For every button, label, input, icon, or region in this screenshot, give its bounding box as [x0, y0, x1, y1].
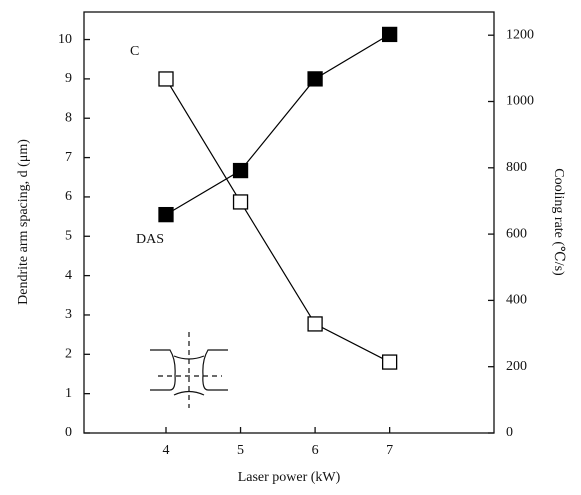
marker [307, 316, 323, 332]
series-label: C [130, 44, 139, 59]
x-tick-label: 4 [163, 443, 170, 458]
y-tick-label: 5 [65, 228, 72, 243]
y2-tick-label: 200 [506, 359, 527, 374]
marker [381, 354, 398, 370]
x-tick-label: 7 [386, 443, 393, 458]
x-tick-label: 5 [237, 443, 244, 458]
series-line [165, 78, 390, 363]
x-tick-label: 6 [312, 443, 319, 458]
series-label: DAS [136, 232, 164, 247]
marker [381, 26, 398, 43]
y-tick-label: 8 [65, 110, 72, 125]
marker [232, 162, 249, 179]
y-axis-label: Dendrite arm spacing, d (μm) [16, 139, 31, 305]
y-tick-label: 4 [65, 268, 72, 283]
plot-frame [83, 11, 495, 434]
y2-tick-label: 800 [506, 160, 527, 175]
y-tick-label: 1 [65, 386, 72, 401]
y-tick-label: 2 [65, 347, 72, 362]
y-tick-label: 7 [65, 150, 72, 165]
marker [158, 206, 174, 223]
marker [307, 71, 323, 87]
y2-tick-label: 600 [506, 226, 527, 241]
y-tick-label: 6 [65, 189, 72, 204]
y2-axis-label: Cooling rate (℃/s) [551, 168, 566, 276]
marker [158, 71, 174, 87]
y2-tick-label: 0 [506, 425, 513, 440]
y-tick-label: 3 [65, 307, 72, 322]
series-line [165, 33, 390, 216]
y2-tick-label: 1200 [506, 27, 534, 42]
y2-tick-label: 1000 [506, 94, 534, 109]
inset-diagram [150, 332, 228, 408]
x-axis-label: Laser power (kW) [238, 470, 341, 485]
y-tick-label: 10 [58, 32, 72, 47]
y-tick-label: 0 [65, 425, 72, 440]
y2-tick-label: 400 [506, 293, 527, 308]
y-tick-label: 9 [65, 71, 72, 86]
marker [232, 194, 249, 210]
